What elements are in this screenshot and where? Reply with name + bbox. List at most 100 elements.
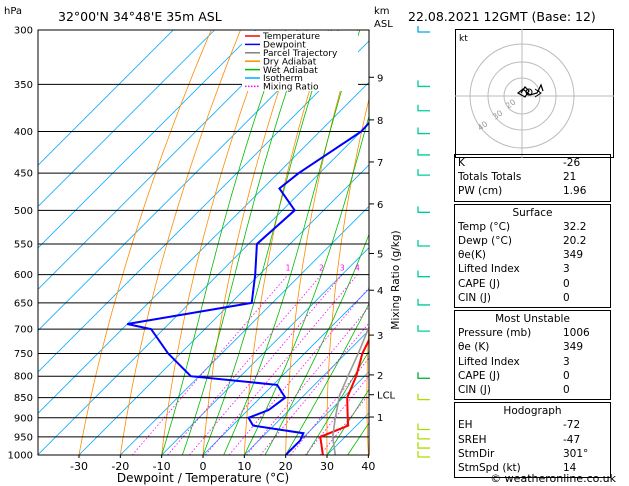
surface-row: θe(K) 349 xyxy=(458,248,607,262)
wet-adiabat-line xyxy=(306,350,369,455)
y-axis-title: Mixing Ratio (g/kg) xyxy=(390,230,402,329)
surface-row: Temp (°C) 32.2 xyxy=(458,220,607,234)
dry-adiabat-line xyxy=(406,30,446,455)
temp-tick-label: 20 xyxy=(279,460,293,473)
surface-box: Surface Temp (°C) 32.2 Dewp (°C) 20.2 θe(K… xyxy=(454,203,611,309)
index-value: 1.96 xyxy=(563,185,587,198)
mu-label: CIN (J) xyxy=(458,384,491,397)
hodograph-trace xyxy=(516,83,544,98)
mu-row: Pressure (mb) 1006 xyxy=(458,326,607,340)
dry-adiabat-line xyxy=(616,30,629,455)
most-unstable-box: Most Unstable Pressure (mb) 1006 θe (K) 34… xyxy=(454,310,611,401)
legend-background xyxy=(242,31,358,91)
hodo-row: SREH -47 xyxy=(458,433,607,447)
pressure-tick-label: 350 xyxy=(14,80,33,91)
km-tick-label: 4 xyxy=(377,286,383,297)
isotherm-line xyxy=(38,30,257,249)
pressure-tick-label: 650 xyxy=(14,298,33,309)
plot-frame xyxy=(37,29,370,456)
indices-panel: K -26 Totals Totals 21 PW (cm) 1.96 Surface… xyxy=(454,154,611,480)
km-tick-label: 8 xyxy=(377,116,383,127)
wind-barb xyxy=(417,206,430,213)
wind-barb xyxy=(417,127,430,135)
wind-barb xyxy=(417,372,430,379)
surface-value: 20.2 xyxy=(563,235,587,248)
isotherm-line xyxy=(38,30,298,290)
wind-barb xyxy=(417,325,430,332)
index-row: Totals Totals 21 xyxy=(458,170,607,184)
pressure-tick-label: 850 xyxy=(14,393,33,404)
wind-barb xyxy=(417,239,430,247)
km-tick-label: LCL xyxy=(377,391,396,402)
surface-value: 32.2 xyxy=(563,220,587,233)
hodo-value: -72 xyxy=(563,419,581,432)
mu-value: 0 xyxy=(563,369,570,382)
mu-label: θe (K) xyxy=(458,341,490,354)
x-axis-title: Dewpoint / Temperature (°C) xyxy=(117,471,289,485)
mixing-ratio-label: 3 xyxy=(340,264,345,273)
hodo-value: 301° xyxy=(563,447,589,460)
mixing-ratio-label: 2 xyxy=(319,264,324,273)
location-title: 32°00'N 34°48'E 35m ASL xyxy=(58,9,222,24)
hodo-row: StmDir 301° xyxy=(458,447,607,461)
asl-label: ASL xyxy=(374,19,393,30)
legend-label: Isotherm xyxy=(263,74,303,84)
km-tick-label: 6 xyxy=(377,200,383,211)
hodograph-box-title: Hodograph xyxy=(503,405,562,418)
surface-label: CIN (J) xyxy=(458,291,491,304)
wind-barb xyxy=(417,451,430,458)
km-tick-label: 2 xyxy=(377,371,383,382)
hodograph: kt 20 30 40 xyxy=(455,29,614,158)
mixing-ratio-label: 16 xyxy=(433,264,443,273)
wind-barb xyxy=(417,104,430,112)
wind-barb xyxy=(417,442,430,449)
most-unstable-title: Most Unstable xyxy=(495,313,570,326)
mu-row: Lifted Index 3 xyxy=(458,355,607,369)
hodo-label: StmDir xyxy=(458,447,495,460)
wind-barbs xyxy=(417,26,430,458)
isotherm-line xyxy=(244,329,369,455)
mu-value: 349 xyxy=(563,341,584,354)
wind-barb xyxy=(417,26,430,33)
hodo-value: 14 xyxy=(563,462,577,475)
series-line-temperature xyxy=(319,337,369,455)
surface-label: Dewp (°C) xyxy=(458,235,512,248)
hpa-label: hPa xyxy=(4,6,22,17)
km-tick-label: 9 xyxy=(377,73,383,84)
pressure-tick-label: 750 xyxy=(14,349,33,360)
index-label: Totals Totals xyxy=(458,171,522,184)
temp-tick-label: -20 xyxy=(111,460,129,473)
pressure-tick-label: 400 xyxy=(14,127,33,138)
hodo-row: EH -72 xyxy=(458,418,607,432)
index-value: 21 xyxy=(563,171,577,184)
wet-adiabat-line xyxy=(285,302,369,455)
km-label: km xyxy=(374,6,390,17)
isotherm-line xyxy=(38,30,339,332)
mu-row: θe (K) 349 xyxy=(458,340,607,354)
surface-row: Dewp (°C) 20.2 xyxy=(458,234,607,248)
pressure-tick-label: 550 xyxy=(14,239,33,250)
wind-barb xyxy=(417,298,430,306)
mixing-ratio-label: 10 xyxy=(404,264,414,273)
wind-barb xyxy=(417,148,430,156)
legend-label: Temperature xyxy=(262,32,320,42)
index-label: PW (cm) xyxy=(458,185,503,198)
isotherm-line xyxy=(38,30,215,208)
mixing-ratio-label: 1 xyxy=(286,264,291,273)
temp-tick-label: 40 xyxy=(361,460,375,473)
hodograph-box: Hodograph EH -72 SREH -47 StmDir 301° StmSp… xyxy=(454,402,611,479)
pressure-tick-label: 900 xyxy=(14,413,33,424)
hodo-row: StmSpd (kt) 14 xyxy=(458,461,607,475)
legend-label: Wet Adiabat xyxy=(263,66,318,76)
mu-label: Pressure (mb) xyxy=(458,327,532,340)
pressure-tick-label: 700 xyxy=(14,325,33,336)
surface-row: CIN (J) 0 xyxy=(458,291,607,305)
km-tick-label: 5 xyxy=(377,249,383,260)
pressure-tick-label: 950 xyxy=(14,432,33,443)
pressure-tick-label: 1000 xyxy=(8,451,33,462)
mu-label: CAPE (J) xyxy=(458,369,501,382)
isotherm-line xyxy=(120,205,369,455)
mixing-ratio-line xyxy=(189,274,343,455)
surface-label: θe(K) xyxy=(458,249,486,262)
